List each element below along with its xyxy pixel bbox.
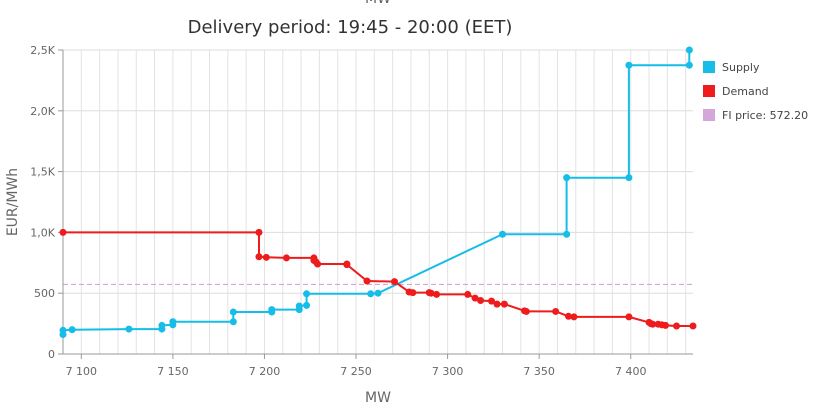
demand-point[interactable] [500,300,508,308]
demand-point[interactable] [522,307,530,315]
demand-point[interactable] [343,261,351,269]
x-tick-label: 7 350 [523,365,555,378]
legend-label-fi-price-572-20[interactable]: FI price: 572.20 [722,109,808,122]
supply-point[interactable] [295,302,303,310]
supply-point[interactable] [303,290,311,298]
y-tick-label: 2,5K [30,44,55,57]
y-axis-title: EUR/MWh [5,168,21,236]
supply-point[interactable] [563,174,571,182]
y-tick-label: 1,5K [30,166,55,179]
demand-point[interactable] [689,322,697,330]
supply-point[interactable] [625,61,633,69]
supply-point[interactable] [367,290,375,298]
demand-point[interactable] [464,290,472,298]
demand-point[interactable] [59,228,67,236]
y-tick-label: 500 [34,287,55,300]
supply-point[interactable] [229,318,237,326]
demand-point[interactable] [409,289,417,297]
demand-point[interactable] [493,300,501,308]
demand-point[interactable] [649,320,657,328]
supply-point[interactable] [374,289,382,297]
demand-point[interactable] [262,253,270,261]
y-tick-label: 1,0K [30,226,55,239]
supply-point[interactable] [685,61,693,69]
chart-title: Delivery period: 19:45 - 20:00 (EET) [188,17,513,38]
x-axis-title: MW [365,390,391,406]
legend-swatch-fi-price-572-20[interactable] [703,109,715,121]
supply-point[interactable] [158,321,166,329]
x-tick-label: 7 100 [66,365,98,378]
demand-point[interactable] [564,312,572,320]
x-tick-label: 7 200 [249,365,281,378]
x-tick-label: 7 300 [432,365,464,378]
supply-point[interactable] [229,308,237,316]
supply-point[interactable] [268,306,276,314]
supply-point[interactable] [169,318,177,326]
series-group [59,46,697,339]
axes: 0 500 1,0K 1,5K 2,0K 2,5K 7 100 7 150 7 200 7 250… [30,44,693,378]
demand-point[interactable] [673,322,681,330]
demand-point[interactable] [488,297,496,305]
demand-point[interactable] [662,321,670,329]
legend-label-demand[interactable]: Demand [722,85,769,98]
x-tick-label: 7 250 [340,365,372,378]
supply-point[interactable] [59,326,67,334]
demand-point[interactable] [363,277,371,285]
demand-point[interactable] [255,228,263,236]
legend-swatch-supply[interactable] [703,61,715,73]
demand-point[interactable] [552,307,560,315]
supply-point[interactable] [563,230,571,238]
supply-point[interactable] [68,326,76,334]
demand-point[interactable] [477,296,485,304]
legend-swatch-demand[interactable] [703,85,715,97]
demand-point[interactable] [433,290,441,298]
demand-point[interactable] [390,278,398,286]
demand-point[interactable] [282,254,290,262]
supply-point[interactable] [499,230,507,238]
y-tick-label: 2,0K [30,105,55,118]
x-tick-label: 7 150 [157,365,189,378]
demand-point[interactable] [255,253,263,261]
supply-point[interactable] [625,174,633,182]
demand-point[interactable] [471,294,479,302]
demand-point[interactable] [625,313,633,321]
x-tick-label: 7 400 [615,365,647,378]
supply-point[interactable] [303,301,311,309]
demand-line [63,231,693,327]
legend: Supply Demand FI price: 572.20 [703,61,808,122]
supply-point[interactable] [685,46,693,54]
demand-point[interactable] [314,260,322,268]
top-axis-label: MW [365,0,391,7]
legend-label-supply[interactable]: Supply [722,61,760,74]
supply-point[interactable] [125,325,133,333]
demand-point[interactable] [427,289,435,297]
grid [62,49,693,355]
y-tick-label: 0 [48,348,55,361]
demand-point[interactable] [570,313,578,321]
